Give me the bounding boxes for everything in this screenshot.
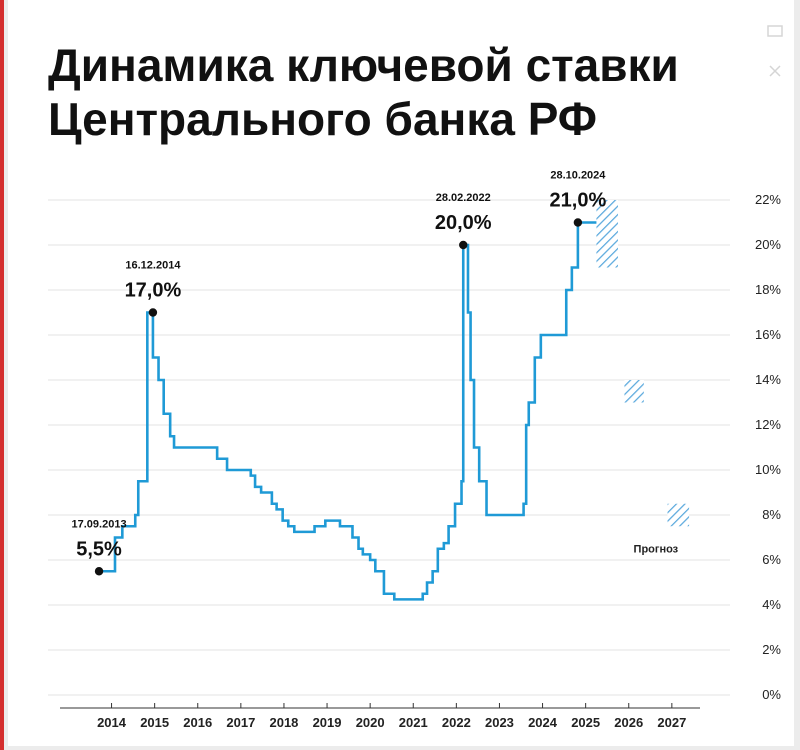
y-tick-label: 0% bbox=[762, 687, 781, 702]
x-tick-label: 2017 bbox=[226, 715, 255, 730]
x-tick-label: 2021 bbox=[399, 715, 428, 730]
annotation-date: 16.12.2014 bbox=[125, 260, 181, 272]
x-tick-label: 2023 bbox=[485, 715, 514, 730]
annotation-value: 17,0% bbox=[125, 280, 182, 302]
title-line-2: Центрального банка РФ bbox=[48, 93, 598, 145]
annotation-date: 28.02.2022 bbox=[436, 192, 491, 204]
annotation-date: 28.10.2024 bbox=[550, 170, 606, 182]
y-tick-label: 4% bbox=[762, 597, 781, 612]
forecast-ranges: Прогноз bbox=[596, 200, 690, 555]
accent-bar bbox=[0, 0, 4, 750]
forecast-range bbox=[624, 380, 644, 403]
forecast-range bbox=[667, 503, 690, 527]
x-tick-label: 2019 bbox=[313, 715, 342, 730]
y-tick-label: 16% bbox=[755, 327, 781, 342]
annotation-dot bbox=[573, 218, 583, 227]
y-axis-ticks: 0% 2% 4% 6% 8% 10% 12% 14% 16% 18% 20% 22% bbox=[755, 192, 781, 702]
rate-line bbox=[99, 221, 597, 601]
y-tick-label: 10% bbox=[755, 462, 781, 477]
annotation-value: 5,5% bbox=[76, 538, 122, 560]
x-tick-label: 2025 bbox=[571, 715, 600, 730]
x-tick-label: 2022 bbox=[442, 715, 471, 730]
x-tick-label: 2018 bbox=[269, 715, 298, 730]
y-tick-label: 18% bbox=[755, 282, 781, 297]
x-tick-label: 2016 bbox=[183, 715, 212, 730]
x-tick-label: 2015 bbox=[140, 715, 169, 730]
x-tick-label: 2027 bbox=[657, 715, 686, 730]
x-tick-label: 2024 bbox=[528, 715, 558, 730]
rate-series-line bbox=[99, 221, 597, 601]
chart-title: Динамика ключевой ставки Центрального ба… bbox=[48, 38, 728, 146]
y-tick-label: 22% bbox=[755, 192, 781, 207]
chart-card bbox=[8, 0, 794, 746]
y-tick-label: 6% bbox=[762, 552, 781, 567]
annotations: 17.09.2013 5,5% 16.12.2014 17,0% 28.02.2022 2… bbox=[72, 170, 607, 576]
grid-lines bbox=[48, 199, 730, 709]
y-tick-label: 2% bbox=[762, 642, 781, 657]
y-tick-label: 8% bbox=[762, 507, 781, 522]
faded-watermark-icon bbox=[767, 25, 783, 77]
annotation-value: 21,0% bbox=[550, 190, 607, 212]
y-tick-label: 12% bbox=[755, 417, 781, 432]
annotation-dot bbox=[459, 240, 468, 250]
x-axis-ticks: 2014 2015 2016 2017 2018 2019 2020 2021 2022 2023… bbox=[97, 703, 686, 730]
annotation-dot bbox=[94, 567, 104, 576]
y-tick-label: 20% bbox=[755, 237, 781, 252]
x-tick-label: 2014 bbox=[97, 715, 127, 730]
x-tick-label: 2026 bbox=[614, 715, 643, 730]
y-tick-label: 14% bbox=[755, 372, 781, 387]
title-line-1: Динамика ключевой ставки bbox=[48, 39, 679, 91]
annotation-dot bbox=[148, 308, 158, 317]
x-tick-label: 2020 bbox=[356, 715, 385, 730]
forecast-range bbox=[596, 200, 618, 268]
annotation-value: 20,0% bbox=[435, 212, 492, 234]
annotation-date: 17.09.2013 bbox=[72, 518, 127, 530]
forecast-label: Прогноз bbox=[634, 543, 679, 555]
